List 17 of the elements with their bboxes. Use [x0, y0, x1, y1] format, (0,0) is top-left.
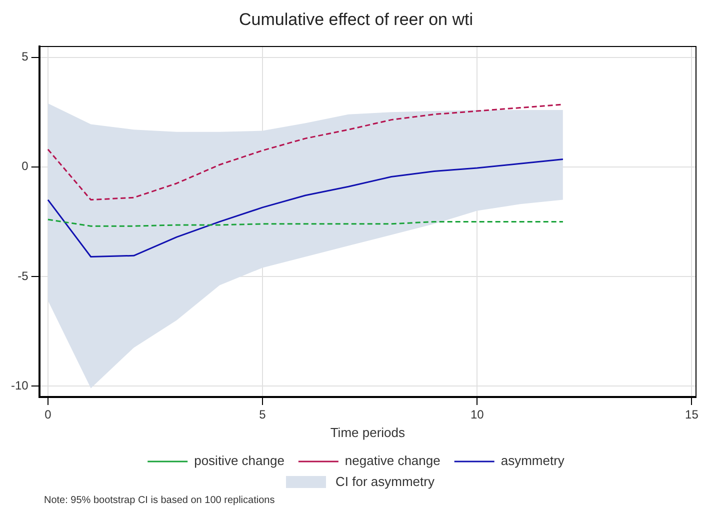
y-tick-label: -10 [11, 378, 29, 392]
x-tick-label: 10 [470, 408, 484, 422]
x-tick-label: 5 [259, 408, 266, 422]
x-tick-label: 15 [685, 408, 699, 422]
x-tick-label: 0 [44, 408, 52, 422]
text: Note: 95% bootstrap CI is based on 100 replications [44, 495, 276, 506]
y-tick-label: 5 [22, 50, 29, 64]
y-tick-label: -5 [18, 268, 29, 283]
line-series [47, 104, 564, 201]
legend-label: negative change [344, 453, 440, 468]
line-series [47, 218, 564, 227]
chart-title: Cumulative effect of reer on wti [238, 10, 474, 29]
legend-label: positive change [194, 453, 284, 468]
x-axis-title: Time periods [330, 424, 406, 440]
text: CI for asymmetry [336, 474, 434, 489]
legend-label: asymmetry [500, 453, 565, 468]
y-tick-label: 0 [22, 159, 29, 174]
